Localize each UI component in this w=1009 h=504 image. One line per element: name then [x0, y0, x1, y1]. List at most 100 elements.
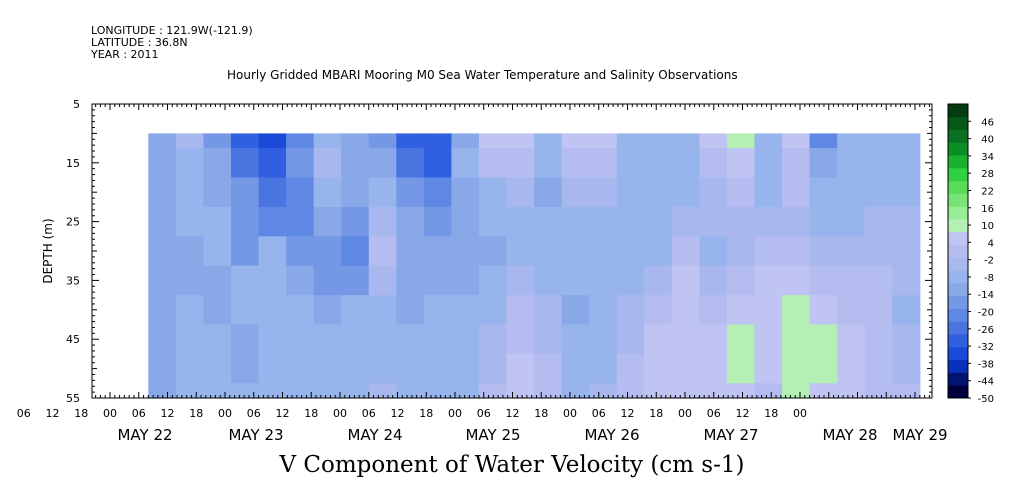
- heatmap-cell: [616, 148, 645, 179]
- heatmap-cell: [699, 236, 728, 267]
- heatmap-cell: [864, 265, 893, 296]
- heatmap-cell: [754, 353, 783, 384]
- heatmap-cell: [837, 148, 866, 179]
- heatmap-cell: [203, 324, 232, 355]
- heatmap-cell: [754, 148, 783, 179]
- heatmap-cell: [396, 206, 425, 237]
- heatmap-cell: [644, 236, 673, 267]
- heatmap-cell: [148, 148, 177, 179]
- heatmap-cell: [534, 353, 563, 384]
- colorbar-swatch: [948, 129, 968, 143]
- colorbar-swatch: [948, 155, 968, 169]
- x-tick-label: 12: [161, 407, 175, 420]
- heatmap-cell: [175, 324, 205, 355]
- heatmap-cell: [864, 295, 893, 326]
- heatmap-cell: [175, 265, 205, 296]
- colorbar-label: 28: [981, 169, 994, 180]
- x-tick-label: 00: [218, 407, 232, 420]
- heatmap-cell: [864, 206, 893, 237]
- heatmap-cell: [396, 236, 425, 267]
- heatmap-cell: [230, 177, 260, 208]
- heatmap-cell: [644, 148, 673, 179]
- x-day-label: MAY 27: [703, 426, 758, 444]
- heatmap-cell: [368, 236, 397, 267]
- heatmap-cell: [396, 383, 425, 399]
- heatmap-cell: [616, 206, 645, 237]
- heatmap-cell: [837, 353, 866, 384]
- heatmap-cell: [506, 236, 535, 267]
- heatmap-cell: [782, 177, 811, 208]
- heatmap-cell: [175, 177, 205, 208]
- heatmap-cell: [175, 236, 205, 267]
- heatmap-cell: [782, 295, 811, 326]
- heatmap-cell: [478, 236, 508, 267]
- colorbar-label: 22: [981, 186, 994, 197]
- heatmap-cell: [230, 295, 260, 326]
- heatmap-cell: [809, 295, 838, 326]
- heatmap-cell: [478, 148, 508, 179]
- chart-title: Hourly Gridded MBARI Mooring M0 Sea Wate…: [227, 68, 738, 82]
- heatmap-cell: [451, 265, 480, 296]
- heatmap-cell: [726, 324, 756, 355]
- x-tick-label: 18: [649, 407, 663, 420]
- heatmap-cell: [616, 236, 645, 267]
- heatmap-cell: [671, 133, 700, 149]
- x-tick-label: 18: [189, 407, 203, 420]
- heatmap-cell: [589, 265, 618, 296]
- x-day-label: MAY 29: [892, 426, 947, 444]
- heatmap-cell: [644, 177, 673, 208]
- heatmap-cell: [616, 383, 645, 399]
- heatmap-cell: [423, 148, 452, 179]
- colorbar-swatch: [948, 219, 968, 233]
- heatmap-cell: [837, 236, 866, 267]
- x-day-label: MAY 24: [347, 426, 402, 444]
- heatmap-cell: [341, 383, 370, 399]
- heatmap-cell: [699, 324, 728, 355]
- heatmap-cell: [589, 324, 618, 355]
- x-tick-label: 00: [678, 407, 692, 420]
- heatmap-cell: [423, 383, 452, 399]
- heatmap-cell: [864, 133, 893, 149]
- heatmap-cell: [616, 177, 645, 208]
- heatmap-cell: [478, 133, 508, 149]
- heatmap-cell: [561, 133, 590, 149]
- heatmap-cell: [616, 295, 645, 326]
- heatmap-cell: [561, 324, 590, 355]
- heatmap-cell: [699, 353, 728, 384]
- colorbar-label: 4: [988, 238, 994, 249]
- heatmap-cell: [451, 148, 480, 179]
- heatmap-cell: [230, 133, 260, 149]
- colorbar-swatch: [948, 346, 968, 361]
- x-tick-label: 18: [534, 407, 548, 420]
- heatmap-cell: [286, 236, 315, 267]
- x-tick-label: 06: [247, 407, 261, 420]
- heatmap-cell: [892, 265, 921, 296]
- heatmap-cell: [258, 236, 287, 267]
- heatmap-cell: [864, 177, 893, 208]
- x-tick-label: 00: [103, 407, 117, 420]
- heatmap-cell: [589, 177, 618, 208]
- heatmap-cell: [203, 177, 232, 208]
- heatmap-cell: [286, 148, 315, 179]
- heatmap-cell: [892, 324, 921, 355]
- heatmap-cell: [589, 236, 618, 267]
- heatmap-cell: [726, 383, 756, 399]
- heatmap-cell: [616, 353, 645, 384]
- heatmap-cell: [892, 206, 921, 237]
- heatmap-cell: [258, 265, 287, 296]
- heatmap-cell: [644, 324, 673, 355]
- x-axis-title: V Component of Water Velocity (cm s-1): [279, 452, 745, 478]
- heatmap-cell: [148, 206, 177, 237]
- heatmap-cell: [892, 236, 921, 267]
- heatmap-cell: [341, 206, 370, 237]
- heatmap-cell: [451, 295, 480, 326]
- heatmap-cell: [203, 148, 232, 179]
- heatmap-cell: [148, 383, 177, 399]
- heatmap-cell: [258, 383, 287, 399]
- heatmap-cell: [478, 265, 508, 296]
- heatmap-cell: [286, 206, 315, 237]
- heatmap-cell: [341, 133, 370, 149]
- heatmap-cell: [782, 353, 811, 384]
- colorbar-swatch: [948, 257, 968, 271]
- heatmap-cell: [616, 133, 645, 149]
